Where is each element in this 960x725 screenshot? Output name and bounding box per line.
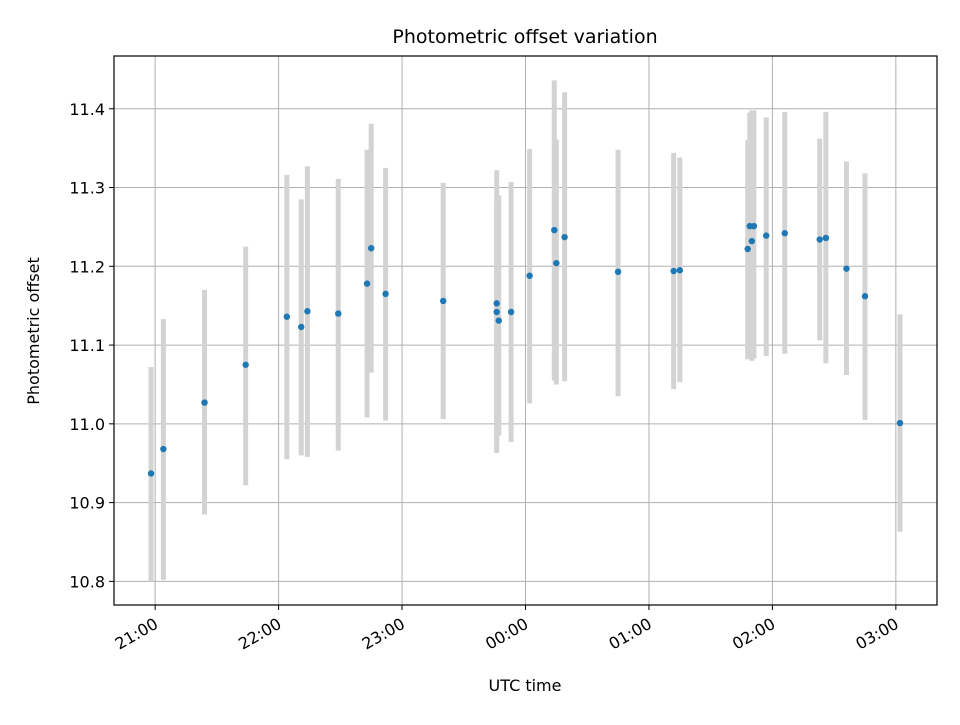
y-tick-label: 11.2: [69, 257, 105, 276]
data-point: [526, 272, 533, 279]
data-point: [561, 233, 568, 241]
data-point: [551, 226, 558, 234]
data-point: [507, 308, 515, 316]
y-tick-label: 11.3: [69, 179, 105, 198]
data-point: [160, 445, 167, 453]
y-tick-label: 10.8: [69, 572, 105, 591]
grid-lines: [114, 56, 937, 605]
data-point: [781, 230, 788, 237]
chart-title: Photometric offset variation: [392, 26, 657, 48]
y-tick-label: 11.4: [69, 100, 105, 119]
data-point: [495, 317, 502, 324]
data-point: [614, 268, 622, 276]
data-point: [822, 234, 830, 242]
data-point: [440, 297, 447, 305]
y-axis-ticks: 10.8 10.9 11.0 11.1 11.2 11.3 11.4: [69, 100, 114, 591]
y-axis-label: Photometric offset: [24, 257, 43, 405]
data-point: [298, 323, 305, 331]
data-point: [861, 293, 869, 300]
data-point: [670, 267, 677, 275]
data-point: [744, 245, 751, 253]
x-axis-label: UTC time: [489, 676, 562, 695]
data-point: [763, 232, 770, 239]
data-point: [367, 244, 375, 252]
data-point: [363, 280, 371, 287]
data-point: [553, 259, 560, 267]
data-point: [242, 361, 249, 368]
y-tick-label: 11.1: [69, 336, 105, 355]
data-point: [493, 300, 500, 307]
data-point: [201, 399, 208, 406]
data-points: [147, 222, 904, 477]
data-point: [816, 236, 823, 243]
data-point: [382, 290, 389, 298]
data-point: [748, 237, 756, 245]
data-point: [843, 265, 850, 272]
y-tick-label: 10.9: [69, 494, 105, 513]
data-point: [147, 470, 155, 477]
y-tick-label: 11.0: [69, 415, 105, 434]
data-point: [750, 222, 758, 230]
data-point: [896, 419, 904, 427]
data-point: [335, 310, 342, 317]
data-point: [493, 308, 500, 316]
data-point: [304, 308, 311, 315]
data-point: [676, 267, 684, 274]
data-point: [283, 313, 291, 320]
